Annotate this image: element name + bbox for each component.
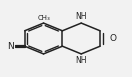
Text: NH: NH — [76, 56, 87, 65]
Text: CH₃: CH₃ — [37, 15, 50, 21]
Text: O: O — [109, 34, 116, 43]
Text: N: N — [7, 42, 14, 51]
Text: NH: NH — [76, 12, 87, 21]
